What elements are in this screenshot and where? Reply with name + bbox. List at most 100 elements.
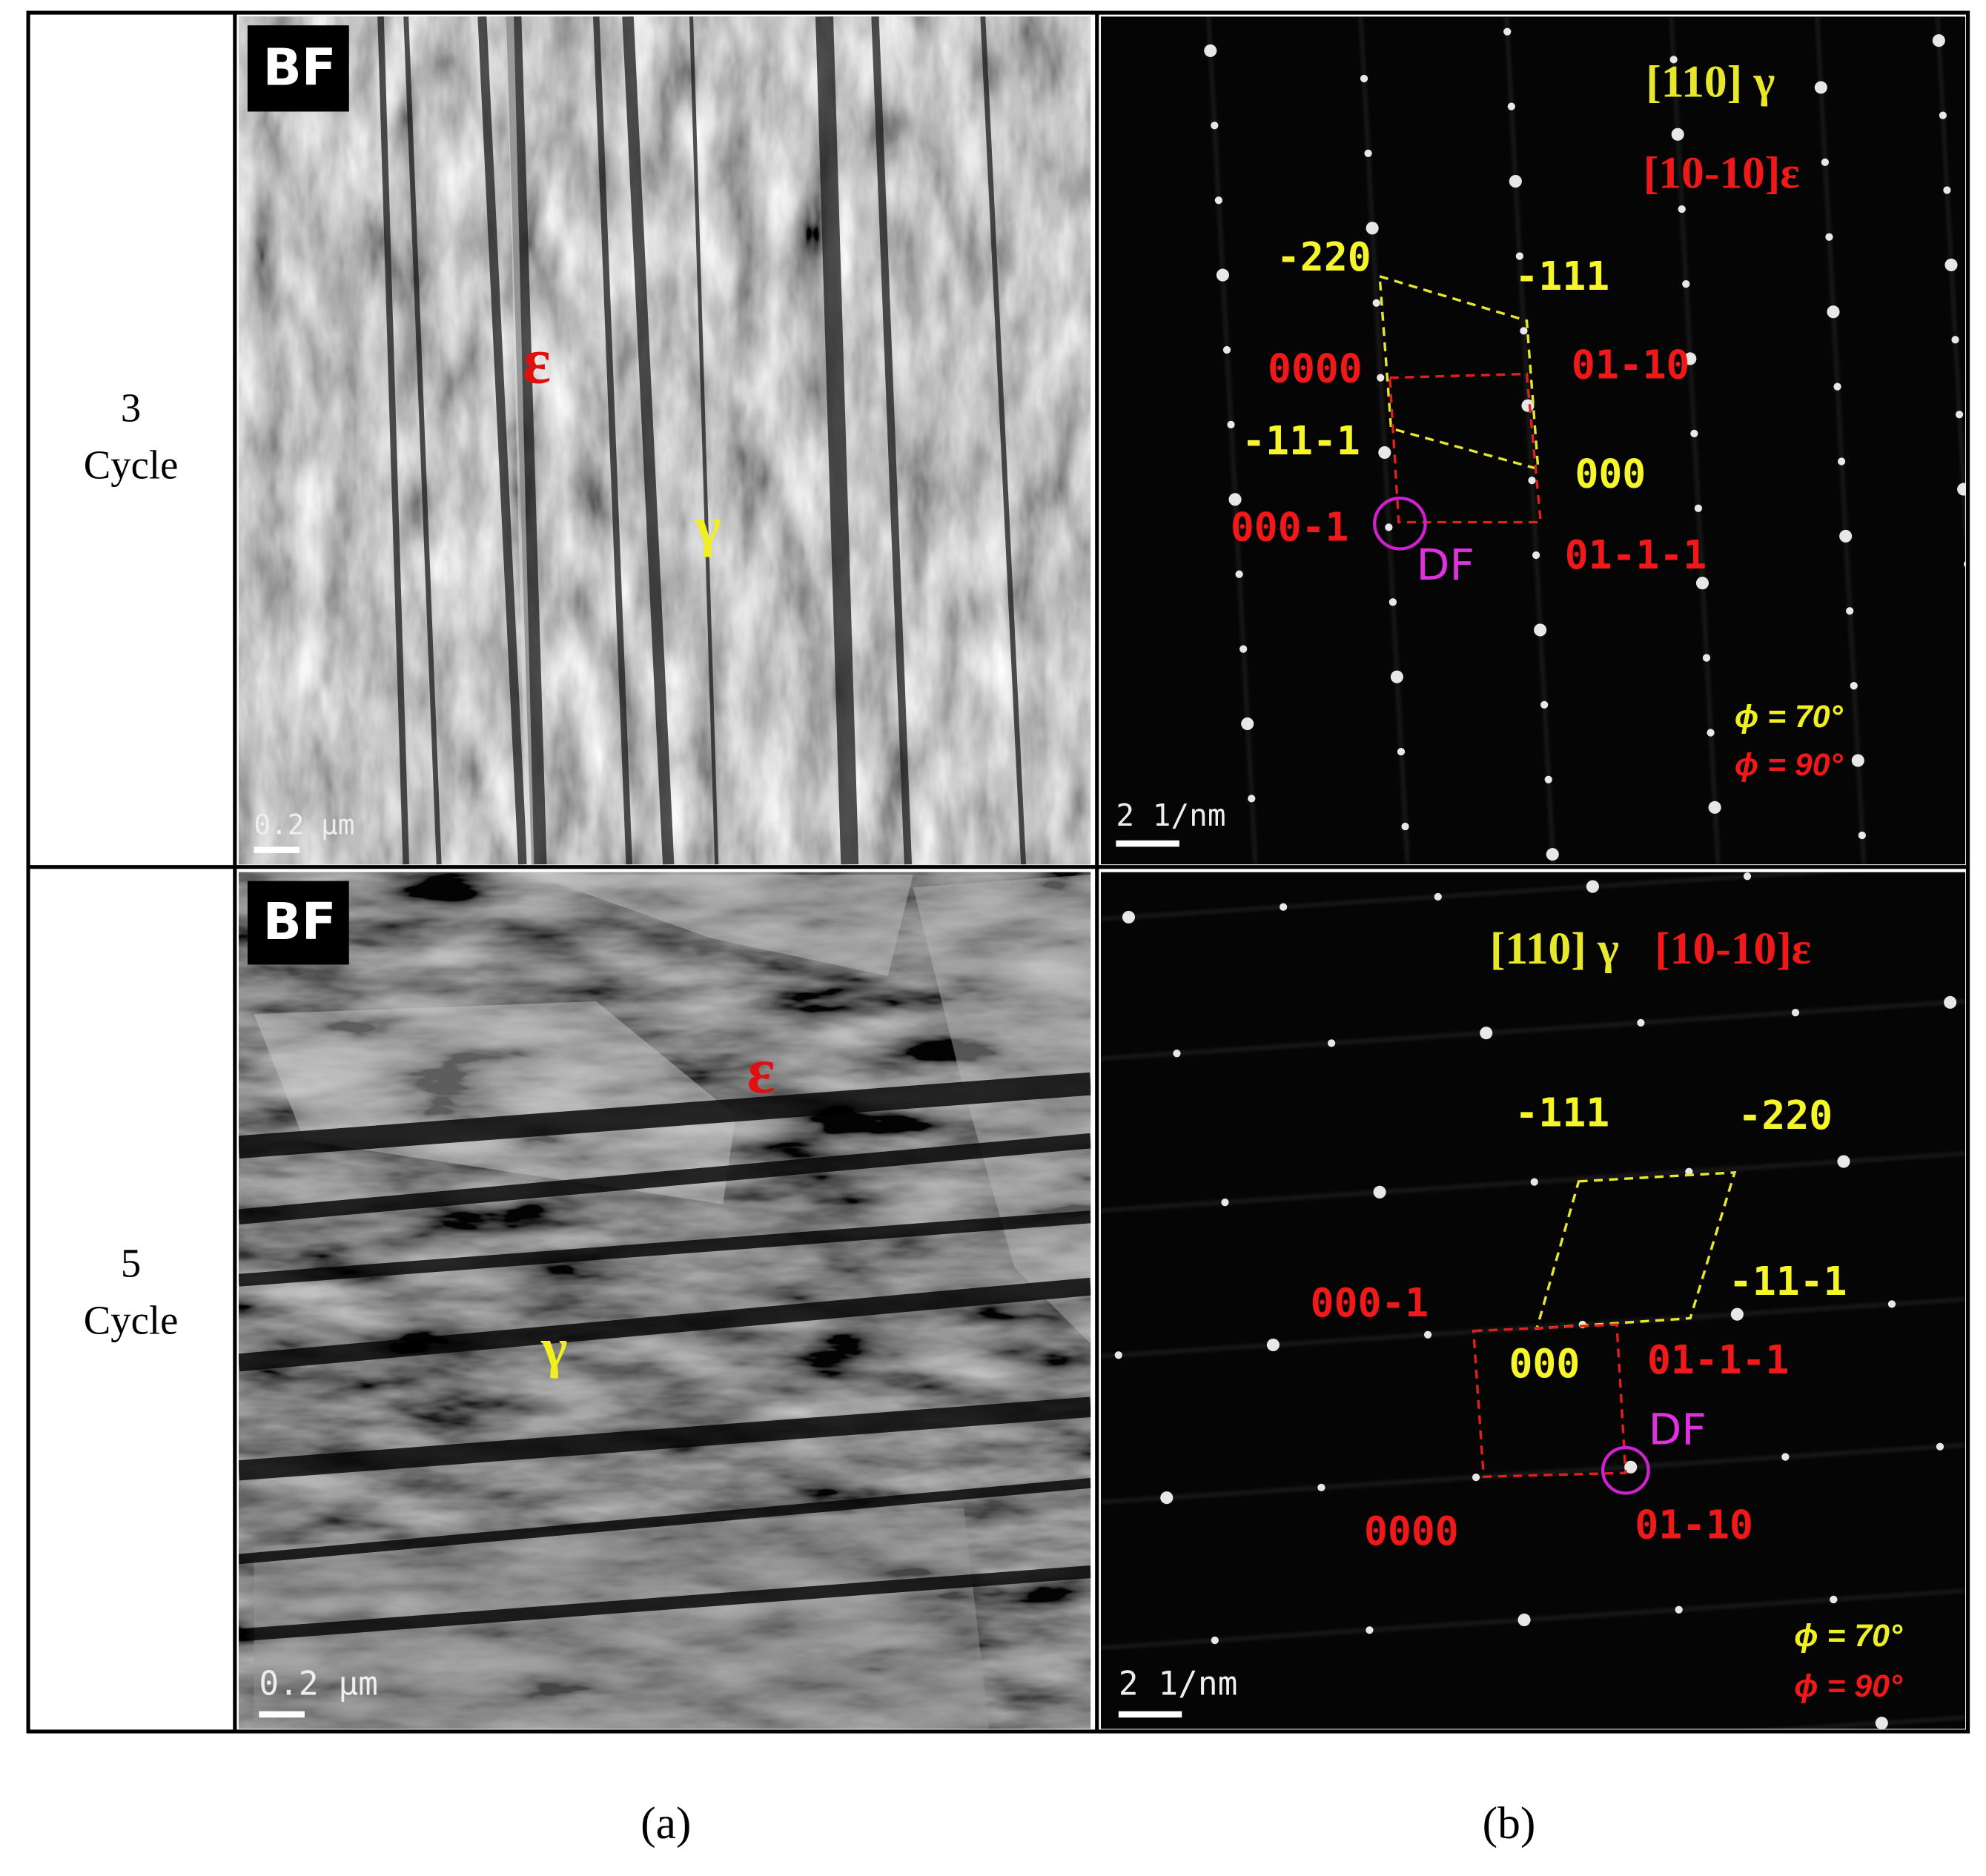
table-grid <box>26 10 1970 1734</box>
spot <box>1401 822 1409 831</box>
spot <box>1976 785 1984 792</box>
spot <box>1546 848 1559 861</box>
spots <box>1204 16 1984 865</box>
gamma-cell <box>1378 274 1540 471</box>
spot <box>1509 174 1522 188</box>
spot <box>1434 892 1442 901</box>
epsilon-spot-label: 01-10 <box>1572 342 1690 388</box>
tag-box <box>247 881 349 965</box>
spot <box>1671 127 1684 141</box>
gamma-spot-label: -111 <box>1515 1090 1610 1136</box>
band <box>377 16 409 865</box>
spot <box>1858 831 1866 840</box>
angle-label: ϕ = 90° <box>1735 747 1844 783</box>
spot <box>1839 529 1853 543</box>
angle-label: ϕ = 90° <box>1794 1668 1903 1704</box>
spot <box>1528 477 1536 485</box>
spot <box>1248 795 1256 803</box>
spot <box>1682 279 1690 288</box>
angle-label: ϕ = 70° <box>1735 699 1844 735</box>
spot <box>1373 1185 1386 1199</box>
spot <box>1837 457 1846 465</box>
scale-label: 0.2 μm <box>254 809 354 841</box>
spot <box>1366 222 1379 235</box>
spot <box>1544 775 1552 783</box>
spot <box>1702 654 1711 662</box>
spot <box>1327 1039 1336 1047</box>
spot <box>1675 1605 1683 1614</box>
caption: (a) <box>641 1798 691 1849</box>
spot <box>1507 102 1515 110</box>
spot <box>1936 1442 1944 1451</box>
scale-bar <box>1116 840 1179 847</box>
spot <box>1850 682 1858 690</box>
band <box>871 16 913 865</box>
spot <box>1955 411 1964 419</box>
phase-label: γ <box>540 1318 567 1379</box>
spot <box>1944 258 1958 271</box>
streak <box>1670 16 1719 865</box>
spot <box>1669 56 1678 64</box>
band <box>238 1133 1091 1224</box>
spot <box>1932 34 1945 47</box>
spot <box>1173 1050 1181 1058</box>
spot <box>1241 717 1254 731</box>
spot <box>1814 81 1827 94</box>
dislocation-bands <box>377 16 1026 865</box>
gamma-spot-label: 000 <box>1575 451 1646 497</box>
band <box>403 16 442 865</box>
spot <box>1214 196 1222 205</box>
band <box>238 1565 1091 1642</box>
band <box>622 16 675 865</box>
spot <box>1586 880 1599 893</box>
spot <box>1690 429 1698 437</box>
spot <box>1964 560 1966 568</box>
cycle-number: 5 <box>121 1241 141 1286</box>
gamma-spot-label: -220 <box>1738 1093 1833 1138</box>
spot <box>1480 1027 1493 1040</box>
epsilon-spot-label: 000-1 <box>1311 1280 1429 1326</box>
spot <box>1540 700 1549 709</box>
epsilon-spot-label: 000-1 <box>1231 504 1349 550</box>
spot <box>1530 1178 1538 1186</box>
spot <box>1944 995 1957 1009</box>
spot <box>1377 374 1385 382</box>
scale-bar <box>254 846 300 853</box>
spot <box>1317 1483 1325 1492</box>
epsilon-spot-label: 01-1-1 <box>1647 1337 1789 1383</box>
bright-grain <box>532 874 913 976</box>
spot <box>1411 1747 1424 1760</box>
spot <box>1791 1008 1800 1017</box>
streak <box>1100 872 1827 921</box>
bright-grain <box>254 1508 990 1729</box>
epsilon-spot-label: 01-1-1 <box>1565 532 1707 578</box>
spot <box>1105 1770 1112 1777</box>
scale-label: 2 1/nm <box>1116 798 1225 833</box>
spot <box>1227 420 1235 429</box>
spot <box>1833 382 1841 391</box>
spot <box>1221 1198 1229 1207</box>
spot <box>1951 336 1959 344</box>
spot <box>1114 1351 1122 1359</box>
spot <box>1397 747 1406 756</box>
spot <box>1222 345 1231 354</box>
spot <box>1837 1155 1850 1168</box>
spot <box>1569 1740 1576 1747</box>
spot <box>1204 44 1217 57</box>
epsilon-cell <box>1388 372 1543 524</box>
streak <box>1360 16 1409 865</box>
spot <box>1228 493 1242 506</box>
spot <box>1851 754 1864 767</box>
spot <box>1532 551 1540 560</box>
tag-box <box>247 25 349 112</box>
streak <box>1100 1589 1966 1649</box>
dislocation-bands <box>238 1072 1091 1642</box>
band <box>506 16 547 865</box>
streak <box>1815 16 1865 865</box>
gamma-spot-label: -111 <box>1515 253 1610 299</box>
band <box>238 1277 1091 1372</box>
spot <box>1515 252 1524 260</box>
scale-bar <box>259 1711 305 1718</box>
streak <box>1100 1444 1966 1503</box>
